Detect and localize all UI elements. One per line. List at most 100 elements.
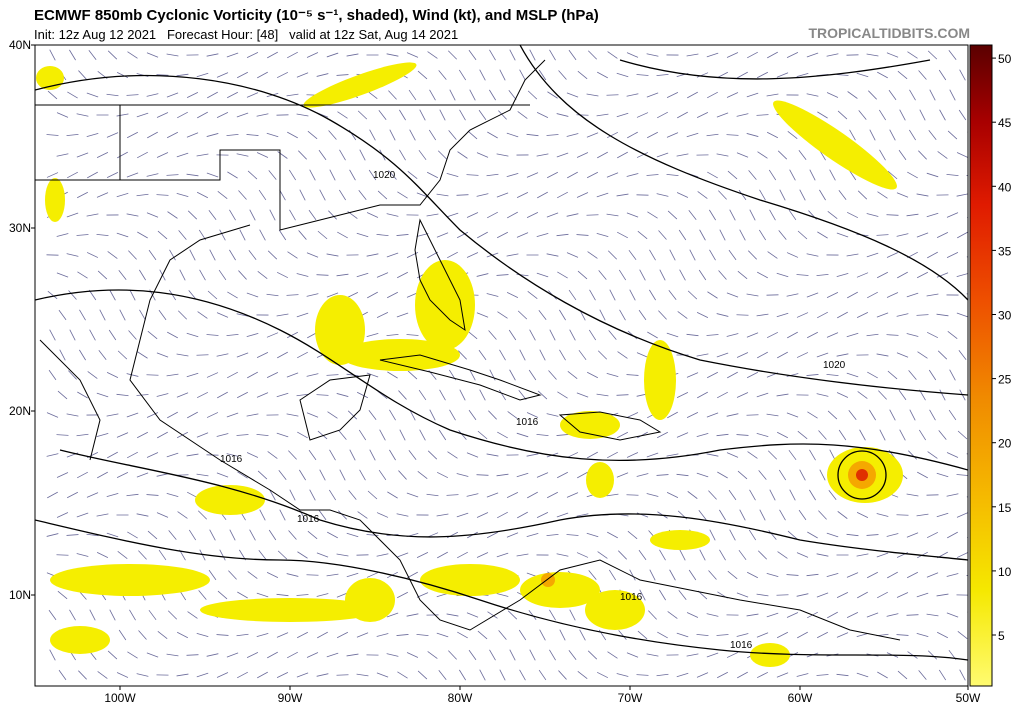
wind-barb: [589, 289, 596, 301]
wind-barb: [259, 509, 266, 521]
wind-barb: [408, 89, 417, 101]
wind-barb: [116, 472, 129, 478]
wind-barb: [138, 630, 147, 640]
wind-barb: [346, 373, 359, 377]
wind-barb: [826, 572, 839, 578]
wind-barb: [836, 232, 849, 238]
wind-barb: [567, 171, 578, 179]
title: ECMWF 850mb Cyclonic Vorticity (10⁻⁵ s⁻¹…: [34, 7, 599, 24]
wind-barb: [526, 412, 539, 418]
wind-barb: [227, 291, 238, 299]
wind-barb: [647, 211, 658, 219]
wind-barb: [116, 432, 129, 438]
wind-barb: [669, 569, 676, 581]
wind-barb: [457, 151, 468, 159]
wind-barb: [809, 449, 816, 461]
wind-barb: [297, 351, 308, 359]
wind-barb: [877, 191, 888, 199]
wind-barb: [316, 73, 329, 77]
wind-barb: [539, 629, 546, 641]
wind-barb: [459, 669, 466, 681]
wind-barb: [797, 230, 808, 240]
wind-barb: [56, 153, 69, 157]
wind-barb: [758, 470, 767, 480]
wind-barb: [399, 149, 406, 161]
wind-barb: [489, 649, 496, 661]
wind-barb: [556, 113, 569, 117]
wind-barb: [568, 649, 577, 661]
wind-barb: [927, 50, 938, 60]
wind-barb: [487, 211, 498, 219]
wind-barb: [946, 212, 959, 218]
wind-barb: [816, 352, 829, 358]
wind-barb: [688, 569, 697, 581]
wind-barb: [877, 591, 888, 599]
wind-barb: [186, 91, 199, 99]
wind-barb: [947, 130, 958, 140]
wind-barb: [866, 53, 879, 57]
wind-barb: [206, 53, 219, 57]
wind-barb: [69, 49, 76, 61]
wind-barb: [687, 290, 698, 300]
coastlines: [35, 59, 901, 641]
wind-barb: [358, 429, 367, 441]
wind-barb: [239, 229, 246, 241]
wind-barb: [156, 112, 169, 118]
wind-barb: [836, 74, 849, 76]
wind-barb: [106, 492, 119, 498]
wind-barb: [816, 553, 829, 557]
wind-barb: [318, 509, 327, 521]
wind-barb: [176, 392, 189, 398]
wind-barb: [437, 150, 448, 160]
wind-barb: [386, 653, 399, 657]
wind-barb: [608, 569, 617, 581]
wind-barb: [657, 631, 668, 639]
wind-barb: [917, 351, 928, 359]
wind-barb: [258, 550, 267, 560]
wind-barb: [366, 253, 379, 257]
wind-barb: [649, 569, 656, 581]
wind-barb: [956, 474, 968, 476]
wind-barb: [707, 91, 718, 99]
wind-barb: [139, 309, 146, 321]
wind-barb: [886, 252, 899, 258]
wind-barb: [709, 529, 716, 541]
wind-barb: [226, 333, 239, 337]
wind-barb: [176, 631, 189, 639]
colorbar-label: 40: [998, 180, 1012, 194]
wind-barb: [146, 173, 159, 177]
wind-barb: [308, 449, 317, 461]
wind-barb: [187, 411, 198, 419]
wind-barb: [296, 273, 309, 277]
wind-barb: [197, 311, 208, 319]
wind-barb: [106, 413, 119, 417]
wind-barb: [59, 349, 66, 361]
wind-barb: [519, 669, 526, 681]
wind-barb: [937, 151, 948, 159]
wind-barb: [157, 230, 168, 240]
wind-barb: [268, 529, 277, 541]
wind-barb: [826, 92, 839, 98]
wind-barb: [166, 373, 179, 377]
wind-barb: [756, 392, 769, 398]
wind-barb: [337, 231, 348, 239]
wind-barb: [928, 130, 937, 140]
wind-barb: [118, 270, 127, 280]
wind-barb: [856, 553, 869, 557]
wind-barb: [768, 169, 777, 181]
wind-barb: [426, 171, 439, 179]
wind-barb: [776, 431, 789, 439]
wind-barb: [508, 90, 517, 100]
wind-barb: [816, 674, 829, 676]
wind-barb: [957, 630, 968, 640]
wind-barb: [226, 652, 239, 658]
wind-barb: [728, 249, 737, 261]
wind-barb: [98, 350, 107, 360]
wind-barb: [216, 634, 229, 636]
wind-barb: [656, 673, 669, 677]
wind-barb: [597, 551, 608, 559]
wind-barb: [416, 633, 429, 637]
wind-barb: [726, 452, 739, 458]
wind-barb: [649, 289, 656, 301]
wind-barb: [748, 250, 757, 260]
